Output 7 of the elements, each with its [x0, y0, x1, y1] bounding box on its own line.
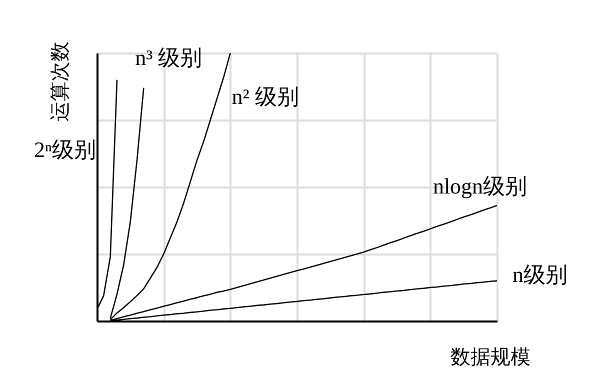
series-label: n³ 级别: [135, 44, 202, 70]
series-label: n级别: [512, 262, 568, 287]
series-label: n² 级别: [232, 84, 299, 109]
series-label: 2ⁿ级别: [34, 136, 96, 162]
y-axis-title: 运算次数: [50, 42, 72, 122]
series-label: nlogn级别: [432, 173, 528, 198]
x-axis-title: 数据规模: [450, 346, 530, 368]
